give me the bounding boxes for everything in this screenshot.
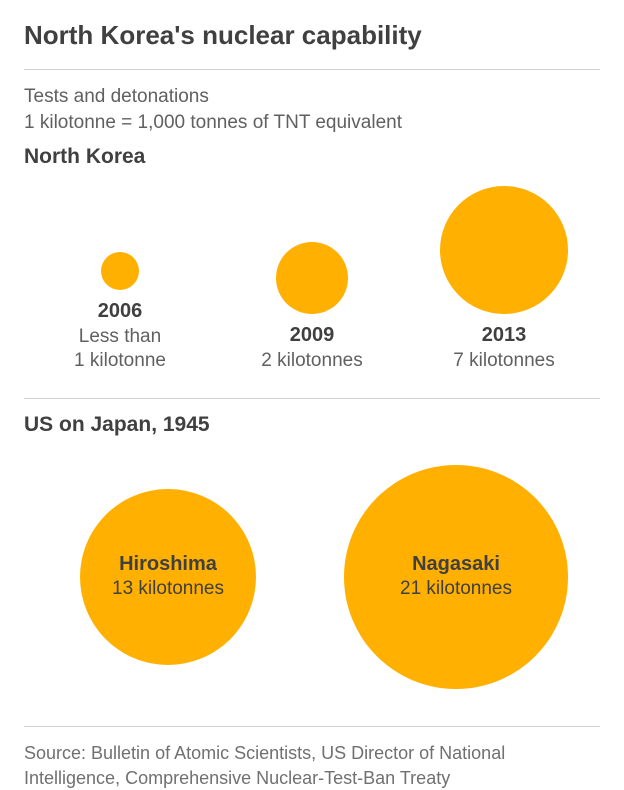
us-item-hiroshima: Hiroshima 13 kilotonnes <box>24 489 312 665</box>
source-text: Source: Bulletin of Atomic Scientists, U… <box>24 727 600 790</box>
us-inner-nagasaki: Nagasaki 21 kilotonnes <box>400 553 512 600</box>
us-circle-hiroshima: Hiroshima 13 kilotonnes <box>80 489 256 665</box>
us-detail-nagasaki: 21 kilotonnes <box>400 578 512 600</box>
nk-detail-2006: Less than1 kilotonne <box>74 325 166 373</box>
us-row: Hiroshima 13 kilotonnes Nagasaki 21 kilo… <box>24 437 600 727</box>
subtitle-line-1: Tests and detonations <box>24 84 600 110</box>
nk-year-2006: 2006 <box>74 300 166 323</box>
nk-caption-2013: 2013 7 kilotonnes <box>453 324 554 373</box>
subtitle-block: Tests and detonations 1 kilotonne = 1,00… <box>24 70 600 141</box>
nk-caption-2006: 2006 Less than1 kilotonne <box>74 300 166 373</box>
nk-row: 2006 Less than1 kilotonne 2009 2 kiloton… <box>24 169 600 399</box>
nk-detail-2013: 7 kilotonnes <box>453 349 554 373</box>
us-item-nagasaki: Nagasaki 21 kilotonnes <box>312 465 600 689</box>
us-name-hiroshima: Hiroshima <box>112 553 224 576</box>
us-detail-hiroshima: 13 kilotonnes <box>112 578 224 600</box>
nk-circle-2006 <box>101 252 139 290</box>
subtitle-line-2: 1 kilotonne = 1,000 tonnes of TNT equiva… <box>24 110 600 136</box>
nk-circle-2009 <box>276 242 348 314</box>
nk-circle-2013 <box>440 186 568 314</box>
us-name-nagasaki: Nagasaki <box>400 553 512 576</box>
section-label-nk: North Korea <box>24 145 600 169</box>
us-circle-nagasaki: Nagasaki 21 kilotonnes <box>344 465 568 689</box>
nk-year-2013: 2013 <box>453 324 554 347</box>
nk-item-2006: 2006 Less than1 kilotonne <box>24 252 216 373</box>
nk-caption-2009: 2009 2 kilotonnes <box>261 324 362 373</box>
us-inner-hiroshima: Hiroshima 13 kilotonnes <box>112 553 224 600</box>
nk-year-2009: 2009 <box>261 324 362 347</box>
nk-item-2013: 2013 7 kilotonnes <box>408 186 600 373</box>
section-label-us: US on Japan, 1945 <box>24 413 600 437</box>
infographic-title: North Korea's nuclear capability <box>24 20 600 70</box>
nk-detail-2009: 2 kilotonnes <box>261 349 362 373</box>
nk-item-2009: 2009 2 kilotonnes <box>216 242 408 373</box>
